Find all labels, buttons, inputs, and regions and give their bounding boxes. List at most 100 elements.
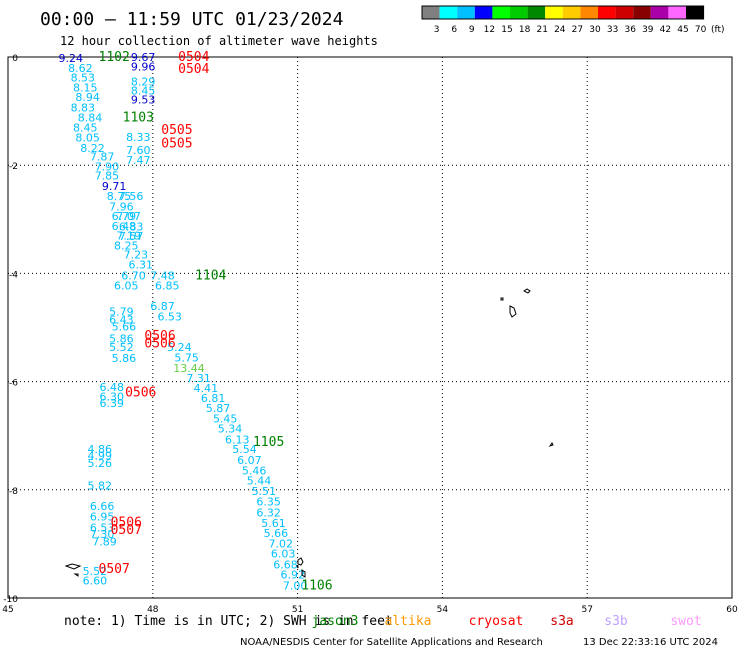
time-label: 0506 (144, 329, 175, 344)
data-point-label: 6.92 (281, 569, 306, 582)
data-point-label: 5.44 (247, 475, 272, 488)
legend-swatch (492, 6, 510, 19)
time-label: 0506 (125, 385, 156, 400)
data-points: 9.248.628.538.158.948.838.848.458.058.22… (58, 51, 307, 593)
legend-swatch (668, 6, 686, 19)
data-point-label: 5.45 (213, 412, 238, 425)
data-point-label: 5.51 (252, 485, 277, 498)
data-point-label: 7.07 (116, 210, 141, 223)
plot-frame (7, 56, 733, 599)
axes: 45 48 51 54 57 60 0 -2 -4 -6 -8 -10 (2, 54, 738, 615)
data-point-label: 7.57 (119, 230, 144, 243)
time-label: 0506 (111, 515, 142, 530)
satellite-label: s3b (604, 614, 628, 629)
satellite-label: altika (385, 614, 432, 629)
data-point-label: 5.75 (174, 351, 199, 364)
data-point-label: 8.75 (107, 190, 132, 203)
data-point-label: 7.48 (150, 270, 175, 283)
chart-title: 00:00 – 11:59 UTC 01/23/2024 (40, 9, 343, 30)
time-label: 1103 (123, 111, 154, 126)
data-point-label: 5.79 (109, 305, 134, 318)
legend-label: 15 (501, 25, 512, 35)
data-point-label: 8.05 (75, 132, 100, 145)
data-point-label: 5.26 (87, 457, 112, 470)
time-label: 0505 (161, 123, 192, 138)
data-point-label: 9.24 (58, 52, 83, 65)
satellite-label: s3a (550, 614, 573, 629)
satellite-label: jason3 (312, 614, 359, 629)
time-label: 0506 (144, 337, 175, 352)
data-point-label: 8.25 (114, 239, 139, 252)
footer-note: note: 1) Time is in UTC; 2) SWH is in fe… (64, 614, 393, 629)
data-point-label: 9.53 (131, 94, 156, 107)
data-point-label: 6.31 (128, 259, 153, 272)
data-point-label: 6.87 (150, 300, 175, 313)
data-point-label: 7.47 (126, 154, 151, 167)
x-tick-label: 54 (437, 605, 449, 615)
data-point-label: 8.62 (68, 62, 93, 75)
data-point-label: 5.86 (109, 332, 134, 345)
legend-label: 36 (624, 25, 636, 35)
x-tick-label: 57 (581, 605, 592, 615)
y-tick-label: -4 (9, 270, 18, 280)
legend-label: 21 (536, 25, 547, 35)
data-point-label: 5.46 (242, 464, 267, 477)
time-label: 1104 (195, 269, 226, 284)
data-point-label: 6.60 (83, 575, 108, 588)
data-point-label: 5.52 (109, 341, 134, 354)
legend-label: 70 (695, 25, 707, 35)
legend-border (421, 5, 705, 20)
time-label: 1105 (253, 435, 284, 450)
chart-subtitle: 12 hour collection of altimeter wave hei… (60, 34, 378, 48)
data-point-label: 5.34 (218, 423, 243, 436)
time-labels: 1102 050405041103050505051104050605060506… (99, 50, 333, 594)
data-point-label: 5.82 (87, 479, 112, 492)
satellite-legend: jason3 altika cryosat s3a s3b swot (312, 614, 702, 629)
data-point-label: 6.30 (100, 391, 125, 404)
island-shape-west (64, 563, 82, 577)
data-point-label: 6.95 (90, 510, 115, 523)
x-tick-label: 60 (726, 605, 738, 615)
legend-label: 12 (484, 25, 495, 35)
data-point-label: 13.44 (173, 362, 205, 375)
data-point-label: 6.07 (237, 454, 262, 467)
legend-label: 27 (572, 25, 583, 35)
data-point-label: 8.29 (131, 75, 156, 88)
data-point-label: 6.39 (100, 397, 125, 410)
data-point-label: 7.96 (109, 200, 134, 213)
data-point-label: 6.70 (121, 270, 146, 283)
footer-timestamp: 13 Dec 22:33:16 UTC 2024 (583, 637, 718, 648)
data-point-label: 8.53 (71, 72, 96, 85)
legend-swatch (457, 6, 475, 19)
data-point-label: 6.68 (273, 558, 298, 571)
legend-label: 45 (677, 25, 688, 35)
y-tick-label: -2 (9, 162, 18, 172)
data-point-label: 6.53 (90, 522, 115, 535)
y-tick-label: -10 (3, 595, 18, 605)
data-point-label: 9.96 (131, 61, 156, 74)
data-point-label: 4.41 (194, 382, 219, 395)
legend-label: 42 (660, 25, 671, 35)
satellite-label: swot (670, 614, 701, 629)
data-point-label: 8.83 (71, 101, 96, 114)
data-point-label: 6.03 (271, 548, 296, 561)
data-point-label: 9.71 (102, 180, 127, 193)
color-legend: 3 6 9 12 15 18 21 24 27 30 33 36 39 42 45 70 (421, 5, 707, 35)
legend-label: 39 (642, 25, 654, 35)
data-point-label: 7.56 (119, 190, 144, 203)
data-point-label: 8.94 (75, 91, 100, 104)
legend-label: 3 (434, 25, 440, 35)
data-point-label: 5.66 (264, 527, 289, 540)
data-point-label: 8.45 (131, 85, 156, 98)
data-point-label: 5.52 (83, 565, 108, 578)
data-point-label: 6.48 (100, 381, 125, 394)
data-point-label: 5.66 (112, 320, 137, 333)
time-label: 0507 (99, 562, 130, 577)
legend-swatch (422, 6, 440, 19)
data-point-label: 7.19 (116, 230, 141, 243)
land-features (64, 288, 554, 578)
footer-credit: NOAA/NESDIS Center for Satellite Applica… (240, 637, 543, 648)
x-tick-label: 51 (292, 605, 303, 615)
data-point-label: 6.81 (201, 392, 226, 405)
